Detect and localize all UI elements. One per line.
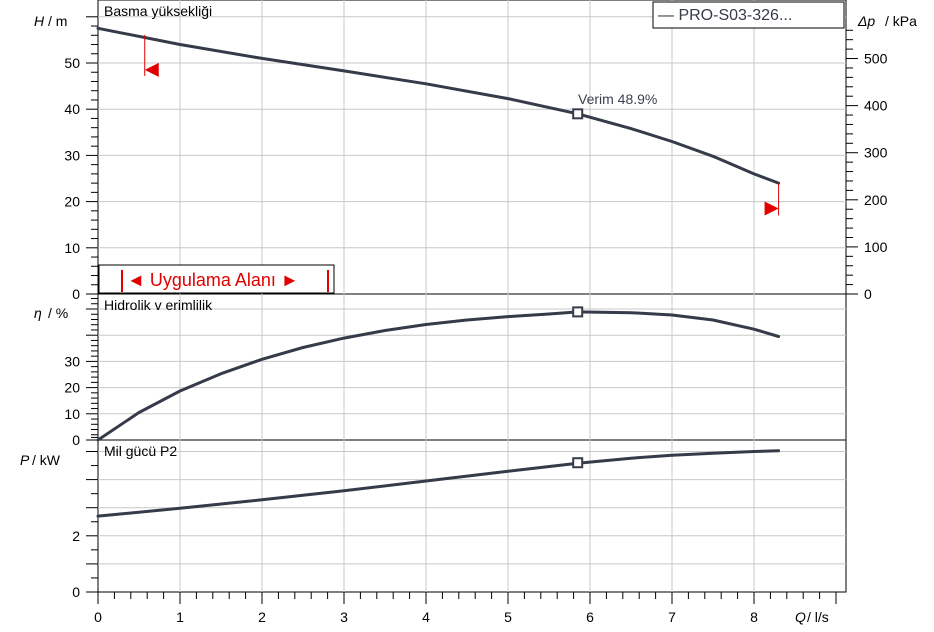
x-tick-label: 7: [668, 609, 676, 625]
power-panel-frame: [97, 439, 847, 593]
power-curve: [96, 449, 781, 518]
head-tick-label: 20: [64, 194, 80, 210]
efficiency-tick-label: 30: [64, 353, 80, 369]
pressure-tick-label: 300: [864, 145, 888, 161]
head-axis-label-var: H: [34, 13, 45, 29]
efficiency-tick-label: 20: [64, 380, 80, 396]
power-axis-label-var: P: [20, 452, 30, 468]
x-tick-label: 3: [340, 609, 348, 625]
head-tick-label: 30: [64, 147, 80, 163]
x-tick-label: 1: [176, 609, 184, 625]
axis-ticks: 0 1 2 3 4 5 6 7 80102030405001020300201002003004…: [64, 16, 888, 625]
x-tick-label: 5: [504, 609, 512, 625]
operating-range-label: ◄ Uygulama Alanı ►: [127, 270, 299, 290]
efficiency-axis-label-var: η: [34, 305, 42, 321]
efficiency-duty-point-marker: [572, 306, 584, 318]
pressure-axis-label-unit: / kPa: [885, 13, 917, 29]
head-axis-label-unit: / m: [48, 13, 67, 29]
pressure-axis-label-var: Δp: [857, 13, 875, 29]
flow-axis-label-unit: / l/s: [807, 609, 829, 625]
range-left-arrow: [144, 62, 159, 77]
head-panel-frame: [97, 0, 847, 295]
pressure-tick-label: 200: [864, 192, 888, 208]
x-tick-label: 6: [586, 609, 594, 625]
curves: [96, 26, 781, 518]
pressure-tick-label: 400: [864, 98, 888, 114]
duty-point-efficiency-label: Verim 48.9%: [578, 91, 657, 107]
efficiency-tick-label: 0: [72, 432, 80, 448]
grid-lines: [98, 0, 846, 592]
power-axis-label-unit: / kW: [32, 452, 61, 468]
head-duty-point-marker: [572, 108, 584, 120]
efficiency-curve: [96, 310, 781, 442]
efficiency-panel-frame: [97, 293, 847, 441]
power-tick-label: 2: [72, 528, 80, 544]
legend-entry: — PRO-S03-326...: [658, 7, 792, 24]
x-tick-label: 8: [750, 609, 758, 625]
x-tick-label: 4: [422, 609, 430, 625]
efficiency-panel-title: Hidrolik v erimlilik: [104, 297, 213, 313]
efficiency-axis-label-unit: / %: [48, 305, 68, 321]
x-tick-label: 0: [94, 609, 102, 625]
head-panel-title: Basma yüksekliği: [104, 3, 212, 19]
head-curve: [96, 26, 781, 185]
pressure-tick-label: 500: [864, 51, 888, 67]
range-right-arrow: [764, 201, 779, 216]
operating-range-box: [98, 264, 335, 294]
power-duty-point-marker: [572, 457, 584, 469]
pressure-tick-label: 100: [864, 239, 888, 255]
markers: [144, 34, 780, 469]
pressure-tick-label: 0: [864, 286, 872, 302]
head-tick-label: 40: [64, 101, 80, 117]
head-tick-label: 50: [64, 55, 80, 71]
power-panel-title: Mil gücü P2: [104, 443, 177, 459]
efficiency-tick-label: 10: [64, 406, 80, 422]
head-tick-label: 10: [64, 240, 80, 256]
head-tick-label: 0: [72, 286, 80, 302]
power-tick-label: 0: [72, 584, 80, 600]
legend-box: [652, 1, 845, 29]
flow-axis-label-var: Q: [795, 609, 806, 625]
x-tick-label: 2: [258, 609, 266, 625]
